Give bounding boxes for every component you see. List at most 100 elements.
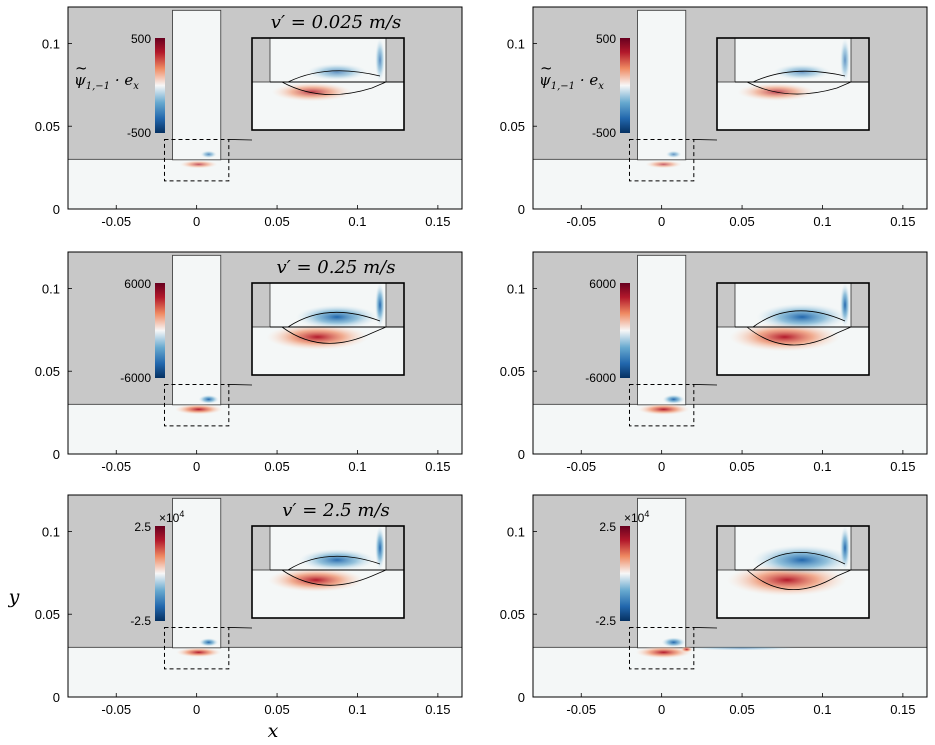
x-tick-label: -0.05 [101,459,131,474]
inset-contour [752,310,846,328]
zoom-connector [228,384,253,386]
psi-e-subscript: x [133,81,139,92]
panel-title: v′ = 0.25 m/s [277,257,396,278]
inset-contour [287,70,381,83]
negative-region [198,394,219,404]
channel-region [533,159,927,209]
channel-region [68,404,462,454]
psi-e-subscript: x [598,81,604,92]
colorbar [620,526,630,621]
colorbar-label: ψ1,−1 · ex [74,71,139,92]
y-tick-label: 0.05 [500,364,525,379]
zoom-box [628,383,695,427]
inset-positive-region [271,82,353,102]
positive-region [645,160,682,169]
x-tick-label: 0.15 [890,214,915,229]
y-tick-label: 0.1 [42,36,60,51]
positive-region [176,647,222,658]
psi-subscript: 1,−1 [551,81,575,92]
inlet-duct [172,254,222,406]
zoom-connector [228,139,253,141]
inlet-duct [637,497,687,649]
x-tick-label: 0.15 [425,459,450,474]
zoom-box [628,626,695,670]
y-tick-label: 0.1 [507,36,525,51]
inset-jet-region [375,283,385,327]
x-tick-label: 0.1 [813,214,831,229]
x-tick-label: 0.15 [890,702,915,717]
inset-solid-left [251,282,271,328]
colorbar-min-label: -500 [592,126,616,140]
inset-contour [281,326,387,344]
inset-negative-region [296,305,378,329]
axes-frame [532,494,928,698]
inset-frame [716,282,870,376]
colorbar [155,38,165,133]
inset-solid-right [385,37,405,83]
axes-frame [532,6,928,210]
zoom-box [163,383,230,427]
x-tick-label: 0.05 [264,214,289,229]
x-tick-label: 0.1 [813,459,831,474]
y-tick-label: 0.05 [35,607,60,622]
colorbar-min-label: -500 [127,126,151,140]
colorbar-min-label: -6000 [585,371,616,385]
x-axis-label: x [268,720,279,742]
inset-contour [287,555,381,571]
x-tick-label: 0 [193,214,200,229]
colorbar-max-label: 6000 [589,277,616,291]
inset-contour [746,569,852,591]
x-tick-label: 0 [658,214,665,229]
x-tick-label: 0 [658,702,665,717]
wake-region [681,646,802,651]
colorbar-max-label: 6000 [124,277,151,291]
inset-solid-left [251,37,271,83]
inset-frame [716,525,870,619]
inset-contour [746,326,852,346]
panel-title: v′ = 2.5 m/s [282,500,390,521]
inset-contour [752,70,846,83]
psi-dot: · e [575,71,598,89]
colorbar [155,283,165,378]
inset-jet-region [840,526,850,570]
negative-region [199,638,219,647]
channel-region [68,647,462,697]
negative-region [200,150,217,159]
inset-solid-right [850,282,870,328]
x-tick-label: 0.15 [890,459,915,474]
psi-symbol: ψ [74,71,86,89]
psi-tilde: ~ [540,59,553,77]
x-tick-label: 0.15 [425,214,450,229]
inset-jet-region [840,38,850,82]
inset-contour [752,551,846,571]
channel-region [533,404,927,454]
x-tick-label: 0.1 [348,459,366,474]
colorbar-max-label: 500 [131,32,151,46]
inset-solid-right [385,282,405,328]
y-tick-label: 0.05 [35,119,60,134]
inset-negative-region [752,545,852,575]
zoom-connector [693,139,718,141]
x-tick-label: -0.05 [101,702,131,717]
axes-frame [67,251,463,455]
panel-title: v′ = 0.025 m/s [271,12,401,33]
colorbar-exponent: ×104 [624,509,649,525]
positive-region [635,646,692,659]
negative-region [661,637,686,648]
x-tick-label: 0 [193,459,200,474]
y-tick-label: 0.05 [500,607,525,622]
inset-negative-region [306,63,368,81]
positive-region [174,404,223,415]
inset-frame [251,37,405,131]
psi-dot: · e [110,71,133,89]
positive-region [179,160,218,169]
x-tick-label: 0.05 [264,702,289,717]
colorbar [620,283,630,378]
y-tick-label: 0.1 [42,524,60,539]
x-tick-label: 0.05 [729,702,754,717]
y-tick-label: 0.1 [42,281,60,296]
axes-frame [67,6,463,210]
colorbar-max-label: 500 [596,32,616,46]
